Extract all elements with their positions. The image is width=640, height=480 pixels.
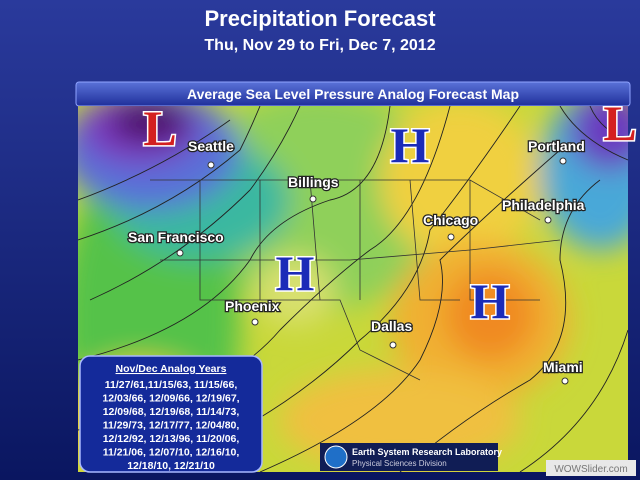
analog-line: 12/09/68, 12/19/68, 11/14/73, [103,406,240,418]
logo-division: Physical Sciences Division [352,459,447,468]
city-dot [389,341,397,349]
city-label: San Francisco [128,229,224,245]
city-label: Phoenix [225,298,280,314]
logo-icon [324,445,348,469]
analog-title: Nov/Dec Analog Years [116,363,227,375]
subtitle: Thu, Nov 29 to Fri, Dec 7, 2012 [204,37,435,54]
city-dot [447,233,455,241]
analog-line: 12/03/66, 12/09/66, 12/19/67, [102,393,239,405]
city-dot [561,377,569,385]
city-dot [544,216,552,224]
analog-line: 11/21/06, 12/07/10, 12/16/10, [103,447,240,459]
analog-line: 12/12/92, 12/13/96, 11/20/06, [103,433,240,445]
analog-line: 12/18/10, 12/21/10 [127,460,215,472]
map-title: Average Sea Level Pressure Analog Foreca… [187,86,519,102]
analog-lines: 11/27/61,11/15/63, 11/15/66, 12/03/66, 12… [102,379,239,472]
title: Precipitation Forecast [204,6,436,31]
city-dot [251,318,259,326]
analog-line: 11/29/73, 12/17/77, 12/04/80, [103,420,240,432]
city-layer: Seattle Billings San Francisco Phoenix Dalla… [127,137,586,385]
analog-box [79,355,263,473]
logo-name: Earth System Research Laboratory [352,447,502,457]
city-dot [176,249,184,257]
city-label: Miami [543,359,583,375]
city-label: Portland [528,138,585,154]
city-label: Seattle [188,138,234,154]
watermark-bg [546,460,636,476]
city-label: Chicago [423,212,478,228]
city-dot [559,157,567,165]
city-label: Dallas [371,318,412,334]
logo [320,443,498,471]
pressure-high: H [391,117,430,173]
city-dot [207,161,215,169]
pressure-low: L [143,100,176,156]
pressure-high: H [471,273,510,329]
pressure-high: H [276,245,315,301]
pressure-low: L [603,95,636,151]
city-label: Philadelphia [502,197,585,213]
city-dot [309,195,317,203]
watermark: WOWSlider.com [554,464,627,475]
city-label: Billings [288,174,339,190]
analog-line: 11/27/61,11/15/63, 11/15/66, [105,379,238,391]
